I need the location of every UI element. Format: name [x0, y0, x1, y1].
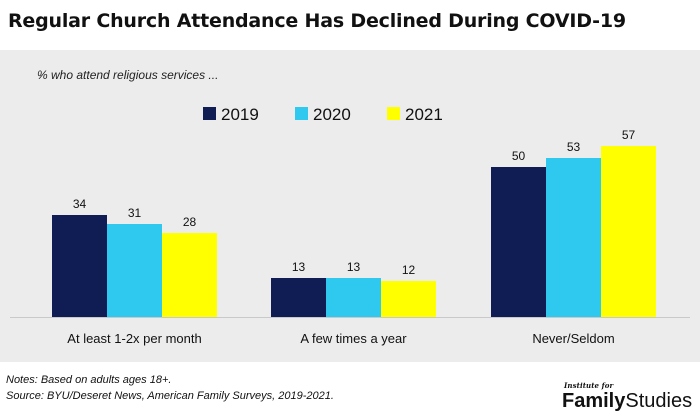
data-label: 57: [622, 128, 636, 142]
data-label: 13: [347, 260, 361, 274]
data-label: 13: [292, 260, 306, 274]
brand-name-first: Family: [562, 390, 626, 412]
category-label: A few times a year: [300, 331, 407, 346]
brand-name-second: Studies: [625, 390, 693, 412]
legend-swatch: [387, 107, 400, 120]
data-label: 31: [128, 206, 142, 220]
data-label: 53: [567, 140, 581, 154]
chart-notes: Notes: Based on adults ages 18+. Source:…: [6, 372, 334, 404]
brand-prefix: Institute for: [564, 381, 614, 390]
category-label: Never/Seldom: [532, 331, 614, 346]
data-label: 12: [402, 263, 416, 277]
bar: [52, 215, 107, 317]
data-label: 28: [183, 215, 197, 229]
chart-subtitle: % who attend religious services ...: [37, 68, 218, 82]
bar: [491, 167, 546, 317]
bar: [107, 224, 162, 317]
bar: [381, 281, 436, 317]
bar: [271, 278, 326, 317]
data-label: 50: [512, 149, 526, 163]
legend-label: 2021: [405, 105, 443, 124]
chart-panel: % who attend religious services ... 2019 2…: [0, 50, 700, 362]
chart-title: Regular Church Attendance Has Declined D…: [8, 10, 626, 32]
legend-swatch: [203, 107, 216, 120]
bar: [546, 158, 601, 317]
source-line: Source: BYU/Deseret News, American Famil…: [6, 390, 334, 402]
brand-logo: Institute for FamilyStudies: [562, 381, 693, 413]
bar: [326, 278, 381, 317]
legend-label: 2020: [313, 105, 351, 124]
bar: [162, 233, 217, 317]
notes-line: Notes: Based on adults ages 18+.: [6, 374, 172, 386]
category-label: At least 1-2x per month: [67, 331, 201, 346]
brand-name: FamilyStudies: [562, 390, 693, 412]
legend-label: 2019: [221, 105, 259, 124]
bar: [601, 146, 656, 317]
bar-chart: % who attend religious services ... 2019 2…: [10, 68, 690, 346]
data-label: 34: [73, 197, 87, 211]
legend-swatch: [295, 107, 308, 120]
